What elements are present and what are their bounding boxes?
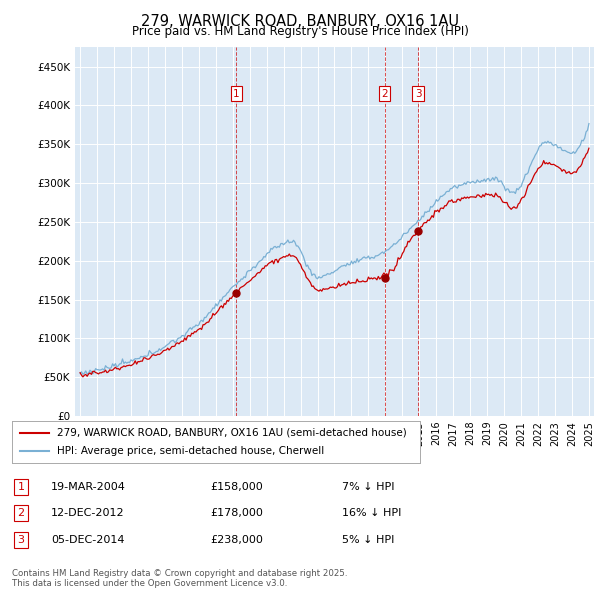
- Text: 12-DEC-2012: 12-DEC-2012: [51, 509, 125, 518]
- Text: £178,000: £178,000: [210, 509, 263, 518]
- Text: £238,000: £238,000: [210, 535, 263, 545]
- Text: HPI: Average price, semi-detached house, Cherwell: HPI: Average price, semi-detached house,…: [57, 446, 324, 456]
- Text: 1: 1: [233, 88, 240, 99]
- Text: Contains HM Land Registry data © Crown copyright and database right 2025.
This d: Contains HM Land Registry data © Crown c…: [12, 569, 347, 588]
- Text: 3: 3: [415, 88, 421, 99]
- Text: 1: 1: [17, 482, 25, 491]
- Text: 279, WARWICK ROAD, BANBURY, OX16 1AU (semi-detached house): 279, WARWICK ROAD, BANBURY, OX16 1AU (se…: [57, 428, 407, 438]
- Text: 05-DEC-2014: 05-DEC-2014: [51, 535, 125, 545]
- Text: 16% ↓ HPI: 16% ↓ HPI: [342, 509, 401, 518]
- Text: Price paid vs. HM Land Registry's House Price Index (HPI): Price paid vs. HM Land Registry's House …: [131, 25, 469, 38]
- Text: 2: 2: [381, 88, 388, 99]
- Text: 3: 3: [17, 535, 25, 545]
- Text: £158,000: £158,000: [210, 482, 263, 491]
- Text: 19-MAR-2004: 19-MAR-2004: [51, 482, 126, 491]
- Text: 5% ↓ HPI: 5% ↓ HPI: [342, 535, 394, 545]
- Text: 2: 2: [17, 509, 25, 518]
- Text: 7% ↓ HPI: 7% ↓ HPI: [342, 482, 395, 491]
- Text: 279, WARWICK ROAD, BANBURY, OX16 1AU: 279, WARWICK ROAD, BANBURY, OX16 1AU: [141, 14, 459, 28]
